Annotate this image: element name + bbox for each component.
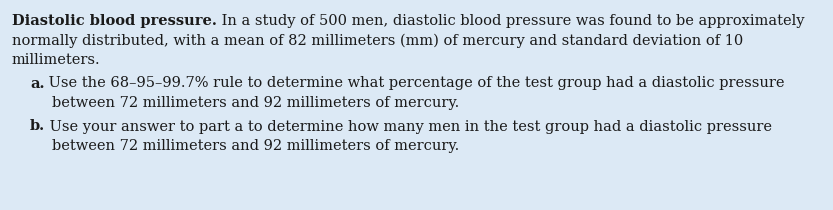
Text: normally distributed, with a mean of 82 millimeters (mm) of mercury and standard: normally distributed, with a mean of 82 …: [12, 34, 743, 48]
Text: between 72 millimeters and 92 millimeters of mercury.: between 72 millimeters and 92 millimeter…: [52, 96, 459, 110]
Text: Use the 68–95–99.7% rule to determine what percentage of the test group had a di: Use the 68–95–99.7% rule to determine wh…: [44, 76, 785, 91]
Text: Use your answer to part a to determine how many men in the test group had a dias: Use your answer to part a to determine h…: [45, 119, 772, 134]
Text: Diastolic blood pressure.: Diastolic blood pressure.: [12, 14, 217, 28]
Text: a.: a.: [30, 76, 44, 91]
Text: millimeters.: millimeters.: [12, 53, 101, 67]
Text: b.: b.: [30, 119, 45, 134]
Text: In a study of 500 men, diastolic blood pressure was found to be approximately: In a study of 500 men, diastolic blood p…: [217, 14, 805, 28]
Text: between 72 millimeters and 92 millimeters of mercury.: between 72 millimeters and 92 millimeter…: [52, 139, 459, 153]
